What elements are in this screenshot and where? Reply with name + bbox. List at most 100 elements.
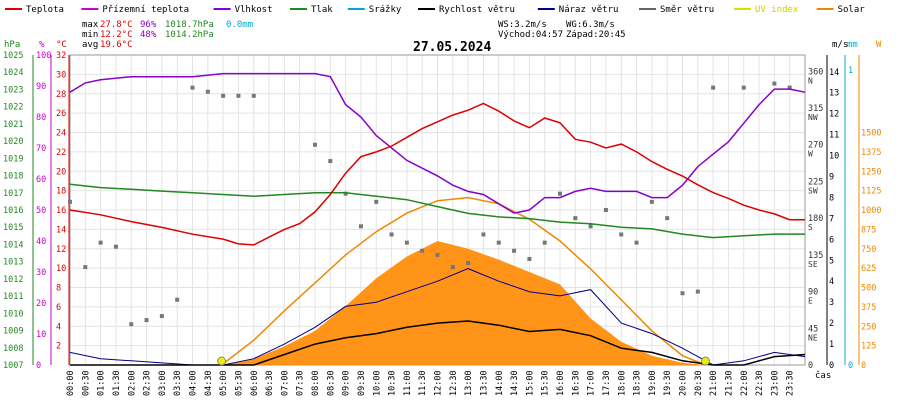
axis-pct-tick: 90 xyxy=(36,82,46,92)
axis-hpa-tick: 1007 xyxy=(3,361,23,371)
axis-w-tick: 1125 xyxy=(861,187,881,197)
axis-temp-tick: 20 xyxy=(56,167,66,177)
axis-time-tick: 08:30 xyxy=(326,370,336,396)
legend-label: Rychlost větru xyxy=(439,5,515,15)
axis-temp-tick: 24 xyxy=(56,129,66,139)
axis-w-tick: 1500 xyxy=(861,129,881,139)
stat-min-temp: 12.2°C xyxy=(100,30,133,40)
wind-speed-summary: WS:3.2m/s xyxy=(498,20,547,30)
wind-direction-marker xyxy=(496,240,501,245)
axis-temp-tick: 2 xyxy=(56,342,61,352)
wind-direction-marker xyxy=(542,240,547,245)
axis-time-tick: 03:00 xyxy=(158,370,168,396)
wind-direction-marker xyxy=(175,297,180,302)
axis-time-tick: 14:00 xyxy=(495,370,505,396)
axis-hpa-tick: 1008 xyxy=(3,344,23,354)
legend-label: Přízemní teplota xyxy=(102,5,189,15)
wind-direction-marker xyxy=(313,142,317,147)
axis-temp-tick: 16 xyxy=(56,206,66,216)
legend-label: Vlhkost xyxy=(235,5,273,15)
axis-dir-label: SW xyxy=(808,186,818,195)
axis-temp-tick: 12 xyxy=(56,245,66,255)
axis-ms-tick: 13 xyxy=(829,89,839,99)
stat-max-temp: 27.8°C xyxy=(100,20,133,30)
series-solar-theoretical-line xyxy=(221,196,706,366)
axis-pct-tick: 80 xyxy=(36,113,46,123)
axis-pct-tick: 0 xyxy=(36,361,41,371)
axis-dir-tick: 180 xyxy=(808,214,823,224)
axis-hpa-tick: 1010 xyxy=(3,309,23,319)
axis-hpa-tick: 1014 xyxy=(3,240,23,250)
axis-temp-tick: 32 xyxy=(56,51,66,61)
axis-time-tick: 18:00 xyxy=(617,370,627,396)
sunrise-time: Východ:04:57 xyxy=(498,30,563,40)
sunset-time: Západ:20:45 xyxy=(566,30,626,40)
axis-hpa-unit: hPa xyxy=(4,40,20,50)
axis-time-tick: 13:00 xyxy=(464,370,474,396)
axis-w-unit: W xyxy=(876,40,882,50)
wind-direction-marker xyxy=(374,199,379,204)
axis-time-tick: 02:30 xyxy=(143,370,153,396)
axis-time-tick: 20:00 xyxy=(679,370,689,396)
axis-time-tick: 09:00 xyxy=(342,370,352,396)
axis-dir-label: NE xyxy=(808,333,818,342)
axis-temp-tick: 14 xyxy=(56,225,66,235)
axis-time-tick: 12:00 xyxy=(434,370,444,396)
axis-temp-tick: 18 xyxy=(56,187,66,197)
axis-time-tick: 23:30 xyxy=(786,370,796,396)
axis-hpa-tick: 1023 xyxy=(3,85,23,95)
wind-direction-marker xyxy=(512,248,517,253)
axis-dir-label: SE xyxy=(808,260,818,269)
axis-pct-tick: 30 xyxy=(36,268,46,278)
wind-direction-marker xyxy=(435,252,440,257)
axis-hpa-tick: 1021 xyxy=(3,120,23,130)
axis-w-tick: 500 xyxy=(861,284,876,294)
wind-gust-summary: WG:6.3m/s xyxy=(566,20,615,30)
axis-pct-tick: 40 xyxy=(36,237,46,247)
stat-max-hum: 96% xyxy=(140,20,157,30)
axis-dir-label: NW xyxy=(808,113,818,122)
stat-max-rain: 0.0mm xyxy=(226,20,253,30)
axis-time-tick: 10:00 xyxy=(372,370,382,396)
axis-w-tick: 125 xyxy=(861,342,876,352)
axis-temp-unit: °C xyxy=(56,40,67,50)
axis-time-tick: 20:30 xyxy=(694,370,704,396)
axis-pct-tick: 50 xyxy=(36,206,46,216)
axis-ms-tick: 7 xyxy=(829,214,834,224)
axis-time-tick: 03:30 xyxy=(173,370,183,396)
axis-time-tick: 13:30 xyxy=(479,370,489,396)
axis-pct-tick: 20 xyxy=(36,299,46,309)
axis-ms-tick: 6 xyxy=(829,235,834,245)
axis-time-tick: 07:30 xyxy=(296,370,306,396)
wind-direction-marker xyxy=(144,318,149,323)
wind-direction-marker xyxy=(251,93,256,98)
wind-direction-marker xyxy=(113,244,118,249)
axis-time-tick: 08:00 xyxy=(311,370,321,396)
legend-label: Tlak xyxy=(311,5,333,15)
axis-pct-unit: % xyxy=(39,40,45,50)
axis-pct-tick: 70 xyxy=(36,144,46,154)
legend-label: Teplota xyxy=(26,5,64,15)
axis-mm-tick: 1 xyxy=(848,66,853,76)
wind-direction-marker xyxy=(527,256,532,261)
axis-time-tick: 00:30 xyxy=(81,370,91,396)
stat-min-hum: 48% xyxy=(140,30,157,40)
axis-w-tick: 750 xyxy=(861,245,876,255)
wind-direction-marker xyxy=(711,85,716,90)
wind-direction-marker xyxy=(343,191,348,196)
axis-hpa-tick: 1020 xyxy=(3,137,23,147)
axis-hpa-tick: 1018 xyxy=(3,172,23,182)
axis-time-tick: 11:00 xyxy=(403,370,413,396)
axis-w-tick: 625 xyxy=(861,264,876,274)
axis-time-tick: 01:30 xyxy=(112,370,122,396)
series-pressure-line xyxy=(69,183,805,239)
legend-label: UV index xyxy=(755,5,799,15)
axis-ms-tick: 0 xyxy=(829,361,834,371)
axis-temp-tick: 28 xyxy=(56,90,66,100)
axis-time-tick: 02:00 xyxy=(127,370,137,396)
wind-direction-marker xyxy=(772,81,777,86)
axis-dir-tick: 90 xyxy=(808,288,818,298)
axis-time-tick: 17:00 xyxy=(587,370,597,396)
axis-ms-tick: 3 xyxy=(829,298,834,308)
